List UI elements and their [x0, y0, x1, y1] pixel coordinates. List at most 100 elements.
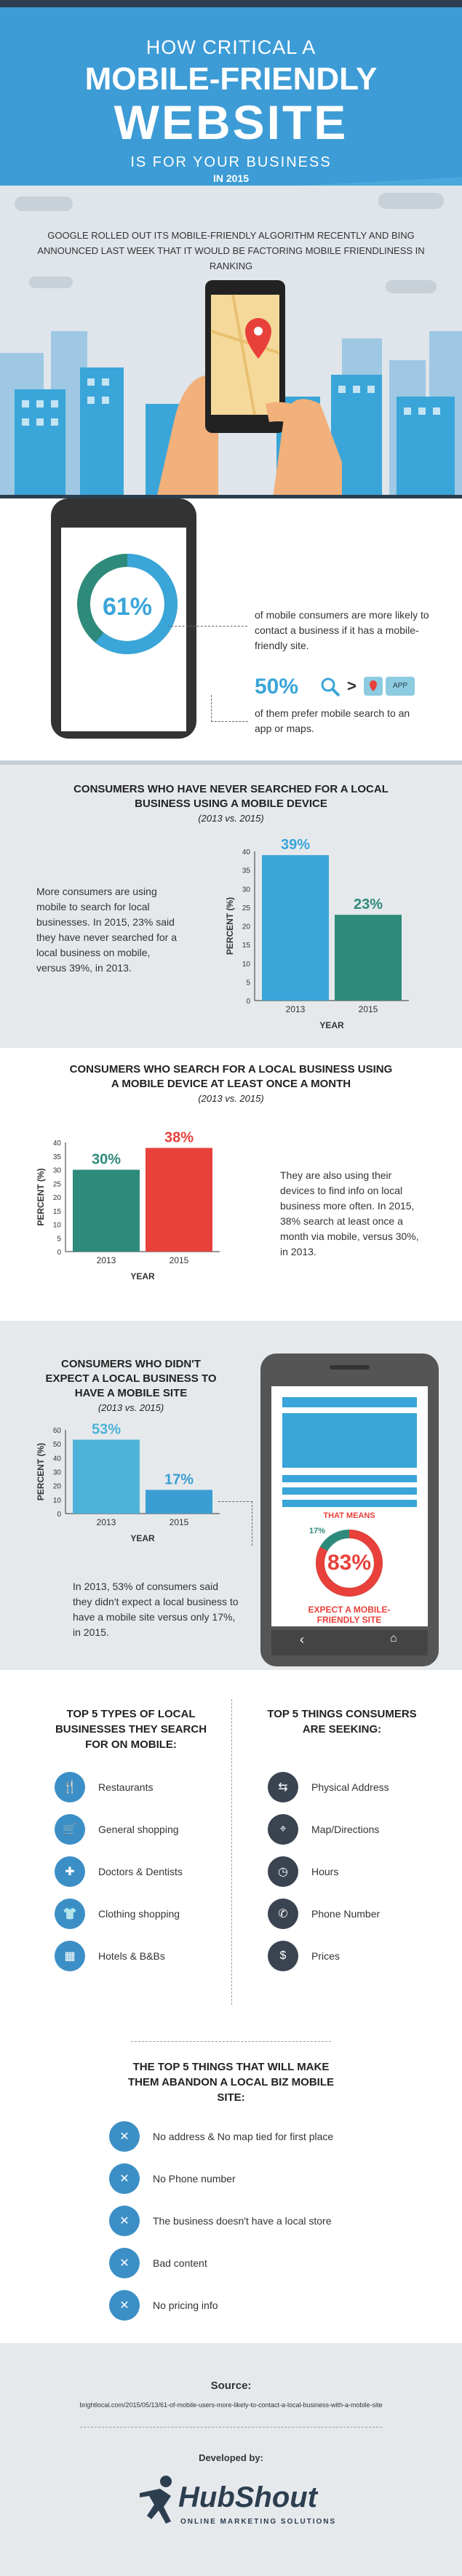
phone-mobile-site — [260, 1353, 439, 1666]
chart3-section: CONSUMERS WHO DIDN'T EXPECT A LOCAL BUSI… — [0, 1321, 462, 1670]
y-tick-label: 30 — [53, 1469, 62, 1477]
top5-seeking-title: TOP 5 THINGS CONSUMERS ARE SEEKING: — [267, 1708, 417, 1736]
chart2-bars: 0 5 10 15 20 25 30 35 40 PERCENT (%) 30% 2013 38% 201… — [36, 1130, 220, 1281]
y-tick-label: 5 — [246, 979, 250, 987]
list-item: 🍴 Restaurants — [55, 1772, 153, 1802]
y-tick-label: 10 — [53, 1222, 62, 1230]
intro-section: GOOGLE ROLLED OUT ITS MOBILE-FRIENDLY AL… — [0, 186, 462, 498]
list-item-label: Hotels & B&Bs — [98, 1950, 165, 1962]
clock-icon: ◷ — [268, 1856, 298, 1887]
stat-61-section: 61% of mobile consumers are more likely … — [0, 498, 462, 760]
bar-2015 — [335, 915, 402, 1001]
donut-61 — [77, 554, 178, 654]
chart1-section: CONSUMERS WHO HAVE NEVER SEARCHED FOR A … — [0, 760, 462, 1048]
y-tick-label: 40 — [53, 1140, 62, 1148]
top5-section: TOP 5 TYPES OF LOCAL BUSINESSES THEY SEA… — [0, 1670, 462, 2041]
x-tick-label: 2015 — [170, 1517, 189, 1527]
donut-arc — [77, 554, 178, 654]
bar-2013 — [73, 1439, 140, 1514]
app-badge: APP — [386, 677, 415, 696]
x-tick-label: 2013 — [286, 1004, 306, 1014]
top5-types-title: TOP 5 TYPES OF LOCAL BUSINESSES THEY SEA… — [55, 1708, 207, 1751]
abandon-icon: ✕ — [109, 2290, 140, 2321]
y-tick-label: 15 — [53, 1208, 62, 1216]
connector-line — [167, 626, 247, 627]
list-item: $ Prices — [268, 1941, 340, 1971]
y-tick-label: 20 — [242, 923, 251, 931]
y-tick-label: 40 — [242, 848, 251, 856]
bar-value-label: 30% — [92, 1152, 121, 1168]
chart3-subtitle: (2013 vs. 2015) — [97, 1402, 164, 1413]
source-url[interactable]: brightlocal.com/2015/05/13/61-of-mobile-… — [79, 2401, 383, 2409]
divider — [80, 2427, 382, 2428]
connector-line-3 — [218, 1501, 252, 1546]
list-item: ✕ No address & No map tied for first plac… — [109, 2121, 333, 2152]
y-tick-label: 15 — [242, 942, 251, 950]
abandon-icon: ✕ — [109, 2248, 140, 2278]
y-axis-label: PERCENT (%) — [225, 897, 235, 955]
x-tick-label: 2015 — [170, 1255, 189, 1265]
y-tick-label: 10 — [242, 961, 251, 969]
y-tick-label: 0 — [246, 998, 250, 1006]
chart1-title: CONSUMERS WHO HAVE NEVER SEARCHED FOR A … — [73, 783, 389, 810]
brand-name: HubShout — [178, 2481, 318, 2513]
chart3-text: In 2013, 53% of consumers said they didn… — [73, 1581, 239, 1638]
bar-2013 — [262, 855, 329, 1001]
y-tick-label: 60 — [53, 1427, 62, 1435]
bar-2013 — [73, 1169, 140, 1252]
list-item-label: Clothing shopping — [98, 1908, 180, 1920]
y-tick-label: 30 — [242, 886, 251, 894]
list-item-label: Bad content — [153, 2257, 207, 2269]
greater-than-symbol: > — [347, 677, 357, 695]
bar-value-label: 23% — [354, 897, 383, 913]
y-tick-label: 35 — [53, 1153, 62, 1161]
x-tick-label: 2013 — [97, 1517, 116, 1527]
abandon-section: THE TOP 5 THINGS THAT WILL MAKE THEM ABA… — [0, 2041, 462, 2343]
address-icon: ⇆ — [268, 1772, 298, 1802]
chart1-text: More consumers are using mobile to searc… — [36, 886, 178, 974]
vertical-divider — [231, 1699, 232, 2005]
list-item: ✕ Bad content — [109, 2248, 207, 2278]
y-axis-label: PERCENT (%) — [36, 1168, 46, 1225]
connector-line-2 — [211, 695, 248, 722]
list-item: ✕ The business doesn't have a local store — [109, 2206, 332, 2236]
chart2-text: They are also using their devices to fin… — [280, 1169, 419, 1257]
brand-tagline: ONLINE MARKETING SOLUTIONS — [180, 2518, 337, 2526]
list-item-label: Map/Directions — [311, 1824, 380, 1835]
bar-2015 — [146, 1490, 212, 1514]
home-icon[interactable]: ⌂ — [390, 1632, 397, 1645]
bar-value-label: 17% — [164, 1471, 194, 1487]
dollar-icon: $ — [268, 1941, 298, 1971]
y-tick-label: 35 — [242, 867, 251, 875]
title-line-3: WEBSITE — [113, 95, 349, 149]
back-icon[interactable]: ‹ — [300, 1632, 304, 1647]
bar-value-label: 53% — [92, 1421, 121, 1437]
abandon-icon: ✕ — [109, 2206, 140, 2236]
map-pin-icon — [364, 677, 383, 696]
list-item: ◷ Hours — [268, 1856, 338, 1887]
title-line-4: IS FOR YOUR BUSINESS — [130, 154, 332, 170]
chart2-section: CONSUMERS WHO SEARCH FOR A LOCAL BUSINES… — [0, 1048, 462, 1321]
list-item-label: No Phone number — [153, 2173, 236, 2185]
list-item: 🛒 General shopping — [55, 1814, 179, 1845]
list-item-label: Phone Number — [311, 1908, 381, 1920]
list-item-label: Physical Address — [311, 1781, 389, 1793]
chart3-bars: 0 10 20 30 40 50 60 PERCENT (%) 53% 2013 17% 2015 YE… — [36, 1421, 220, 1543]
divider — [0, 760, 462, 765]
list-item: ▦ Hotels & B&Bs — [55, 1941, 165, 1971]
y-tick-label: 10 — [53, 1497, 62, 1505]
restaurant-icon: 🍴 — [55, 1772, 85, 1802]
list-item-label: Doctors & Dentists — [98, 1866, 183, 1877]
stat-50-value: 50% — [255, 675, 299, 699]
list-item: ⇆ Physical Address — [268, 1772, 389, 1802]
y-tick-label: 0 — [57, 1249, 61, 1257]
list-item: ✚ Doctors & Dentists — [55, 1856, 183, 1887]
list-item: ✆ Phone Number — [268, 1899, 380, 1929]
bar-2015 — [146, 1148, 212, 1252]
donut-small-label: 17% — [309, 1527, 326, 1535]
y-tick-label: 25 — [53, 1180, 62, 1188]
map-pin-icon: ⌖ — [268, 1814, 298, 1845]
chart3-title: CONSUMERS WHO DIDN'T EXPECT A LOCAL BUSI… — [45, 1358, 217, 1399]
x-axis-label: YEAR — [130, 1271, 155, 1281]
list-item-label: Restaurants — [98, 1781, 154, 1793]
